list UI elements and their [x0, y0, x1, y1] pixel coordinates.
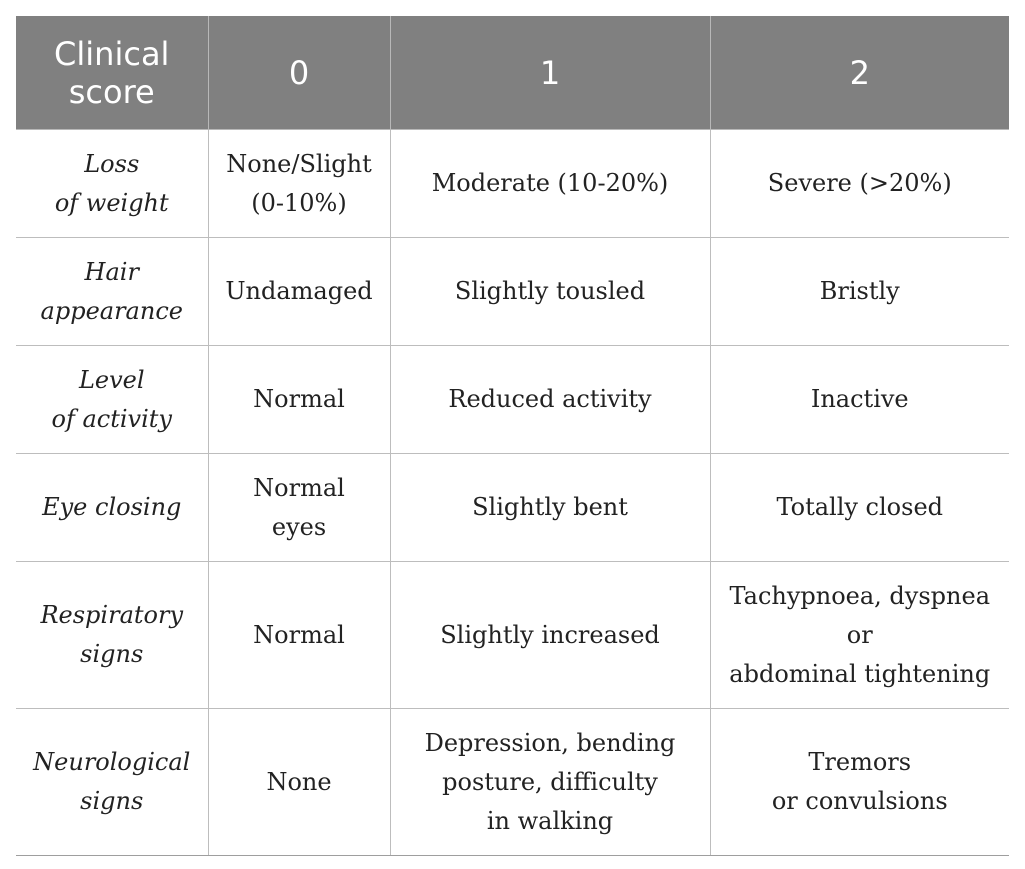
cell-line: None — [266, 767, 332, 796]
cell-line: Level — [78, 365, 145, 394]
header-line: 0 — [288, 53, 310, 92]
cell-line: signs — [80, 640, 144, 668]
score-2-cell: Tremors or convulsions — [709, 708, 1009, 856]
row-label-cell: Hair appearance — [16, 237, 209, 346]
header-line: Clinical — [54, 34, 170, 73]
cell-line: Normal — [253, 473, 345, 502]
score-1-cell: Slightly increased — [389, 561, 711, 709]
cell-line: Inactive — [810, 385, 909, 413]
cell-line: Undamaged — [225, 277, 373, 305]
header-score-0: 0 — [207, 16, 391, 130]
cell-line: of activity — [51, 404, 172, 433]
cell-line: Slightly bent — [472, 493, 628, 521]
score-0-cell: Normal eyes — [207, 453, 391, 562]
header-line: 1 — [539, 53, 561, 92]
score-0-cell: None — [207, 708, 391, 856]
cell-line: Bristly — [819, 277, 900, 305]
cell-line: signs — [80, 787, 144, 815]
header-line: 2 — [849, 53, 870, 92]
cell-line: Tremors — [808, 748, 912, 776]
cell-line: None/Slight — [226, 149, 372, 178]
cell-line: appearance — [40, 296, 183, 325]
cell-line: Tachypnoea, dyspnea — [729, 581, 991, 610]
row-label-cell: Eye closing — [16, 453, 209, 562]
score-2-cell: Tachypnoea, dyspnea or abdominal tighten… — [709, 561, 1009, 709]
table-row: Respiratory signs Normal Slightly increa… — [16, 561, 1009, 709]
score-2-cell: Severe (>20%) — [709, 129, 1009, 238]
cell-line: Respiratory — [40, 601, 184, 629]
cell-line: abdominal tightening — [729, 659, 991, 688]
table-row: Loss of weight None/Slight (0-10%) Moder… — [16, 129, 1009, 238]
header-score-2: 2 — [709, 16, 1009, 130]
score-1-cell: Reduced activity — [389, 345, 711, 454]
cell-line: Totally closed — [776, 493, 944, 521]
cell-line: Severe (>20%) — [767, 169, 952, 197]
score-1-cell: Moderate (10-20%) — [389, 129, 711, 238]
score-2-cell: Totally closed — [709, 453, 1009, 562]
cell-line: (0-10%) — [251, 188, 347, 217]
score-2-cell: Inactive — [709, 345, 1009, 454]
table-row: Neurological signs None Depression, bend… — [16, 708, 1009, 856]
header-row: Clinical score 0 1 2 — [16, 16, 1009, 130]
table-row: Hair appearance Undamaged Slightly tousl… — [16, 237, 1009, 346]
row-label-cell: Level of activity — [16, 345, 209, 454]
score-2-cell: Bristly — [709, 237, 1009, 346]
header-clinical-score: Clinical score — [16, 16, 209, 130]
row-label-cell: Respiratory signs — [16, 561, 209, 709]
cell-line: in walking — [486, 806, 614, 835]
score-0-cell: Normal — [207, 345, 391, 454]
cell-line: Hair — [84, 257, 139, 286]
cell-line: eyes — [271, 512, 327, 541]
row-label-cell: Neurological signs — [16, 708, 209, 856]
cell-line: or — [846, 620, 873, 649]
score-0-cell: None/Slight (0-10%) — [207, 129, 391, 238]
cell-line: posture, difficulty — [442, 767, 658, 796]
cell-line: Eye closing — [42, 493, 182, 521]
table-row: Level of activity Normal Reduced activit… — [16, 345, 1009, 454]
cell-line: Loss — [84, 149, 140, 178]
cell-line: Neurological — [33, 748, 191, 776]
cell-line: Reduced activity — [448, 385, 652, 413]
header-score-1: 1 — [389, 16, 711, 130]
cell-line: or convulsions — [771, 787, 948, 815]
table-row: Eye closing Normal eyes Slightly bent To… — [16, 453, 1009, 562]
cell-line: Depression, bending — [424, 728, 676, 757]
cell-line: Moderate (10-20%) — [431, 169, 669, 197]
clinical-score-table: Clinical score 0 1 2 Loss of weight None… — [16, 16, 1009, 856]
score-1-cell: Depression, bending posture, difficulty … — [389, 708, 711, 856]
score-0-cell: Normal — [207, 561, 391, 709]
cell-line: Slightly tousled — [454, 277, 646, 305]
header-line: score — [68, 72, 155, 111]
cell-line: Slightly increased — [440, 620, 660, 649]
score-1-cell: Slightly tousled — [389, 237, 711, 346]
score-1-cell: Slightly bent — [389, 453, 711, 562]
row-label-cell: Loss of weight — [16, 129, 209, 238]
cell-line: of weight — [54, 188, 169, 217]
cell-line: Normal — [253, 385, 345, 413]
score-0-cell: Undamaged — [207, 237, 391, 346]
cell-line: Normal — [253, 620, 345, 649]
